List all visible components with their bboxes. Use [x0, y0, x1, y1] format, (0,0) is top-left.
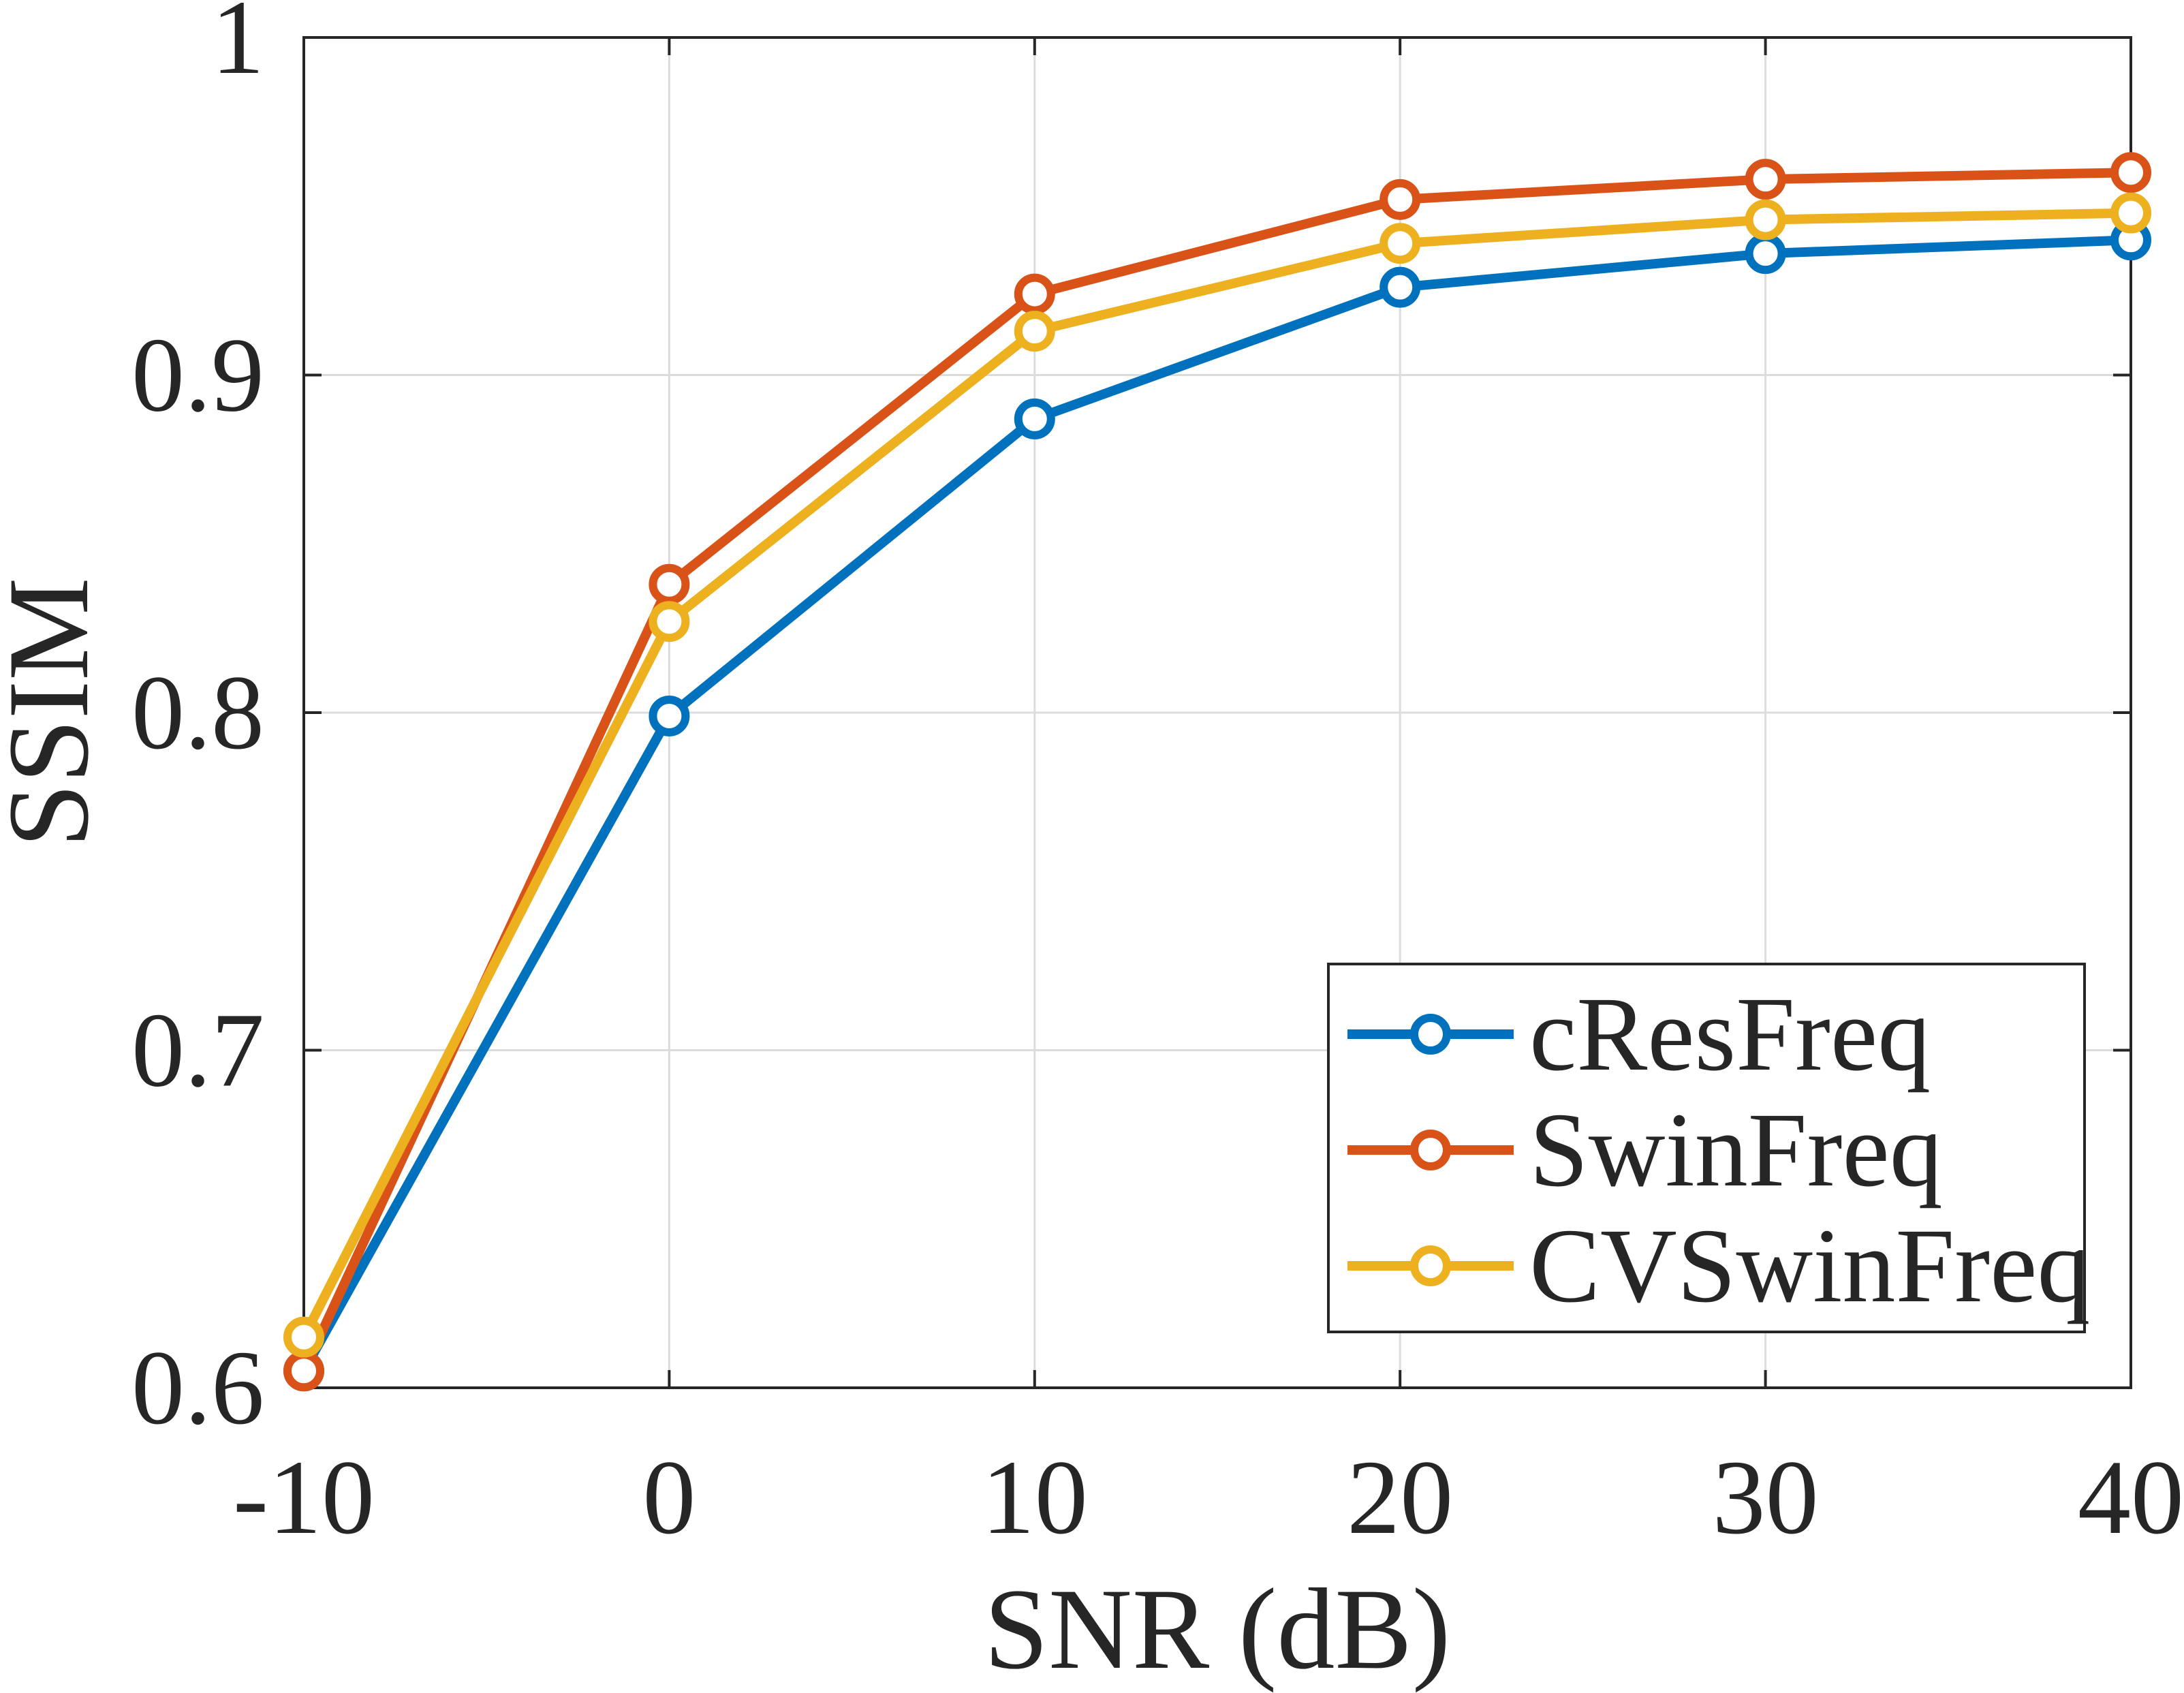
x-tick-label: 20: [1347, 1438, 1453, 1556]
data-point-marker: [283, 1316, 324, 1358]
legend-label: cResFreq: [1529, 975, 1931, 1093]
y-tick-labels: 0.6 0.7 0.8 0.9 1: [131, 0, 264, 1446]
series-line: [299, 208, 2132, 1339]
x-tick-label: -10: [233, 1438, 375, 1556]
series-line: [299, 168, 2132, 1373]
data-point-marker: [1379, 178, 1421, 220]
x-tick-label: 10: [982, 1438, 1088, 1556]
y-tick-label: 0.8: [131, 653, 264, 771]
legend-entry: SwinFreq: [1347, 1091, 1943, 1209]
legend-label: CVSwinFreq: [1529, 1207, 2090, 1324]
x-tick-label: 30: [1713, 1438, 1819, 1556]
data-point-marker: [649, 601, 690, 642]
legend-entry: cResFreq: [1347, 975, 1931, 1093]
data-point-marker: [649, 563, 690, 605]
data-point-marker: [1745, 159, 1786, 200]
x-axis-title: SNR (dB): [984, 1565, 1451, 1693]
data-point-marker: [1014, 311, 1055, 352]
legend-marker: [1410, 1130, 1451, 1170]
data-point-marker: [283, 1350, 324, 1392]
x-tick-label: 40: [2078, 1438, 2184, 1556]
data-point-marker: [649, 695, 690, 736]
data-point-marker: [1745, 233, 1786, 275]
y-axis-title: SSIM: [0, 578, 112, 848]
data-point-marker: [2110, 152, 2151, 193]
y-tick-label: 0.9: [131, 316, 264, 434]
series-line: [299, 235, 2132, 1373]
x-tick-label: 0: [642, 1438, 696, 1556]
y-tick-label: 0.6: [131, 1329, 264, 1446]
series-CVSwinFreq: [283, 192, 2151, 1358]
y-tick-label: 0.7: [131, 991, 264, 1109]
data-point-marker: [1745, 199, 1786, 240]
y-tick-label: 1: [211, 0, 264, 96]
legend-label: SwinFreq: [1529, 1091, 1943, 1209]
data-point-marker: [1014, 273, 1055, 315]
data-point-marker: [1379, 266, 1421, 308]
data-point-marker: [1379, 223, 1421, 264]
legend-marker: [1410, 1014, 1451, 1055]
data-point-marker: [1014, 398, 1055, 439]
legend-marker: [1410, 1245, 1451, 1286]
x-tick-labels: -10 0 10 20 30 40: [233, 1438, 2184, 1556]
data-point-marker: [2110, 192, 2151, 234]
series-SwinFreq: [283, 152, 2151, 1392]
legend-entry: CVSwinFreq: [1347, 1207, 2090, 1324]
tick-marks: [302, 36, 2132, 1389]
series-layer: [283, 152, 2151, 1392]
